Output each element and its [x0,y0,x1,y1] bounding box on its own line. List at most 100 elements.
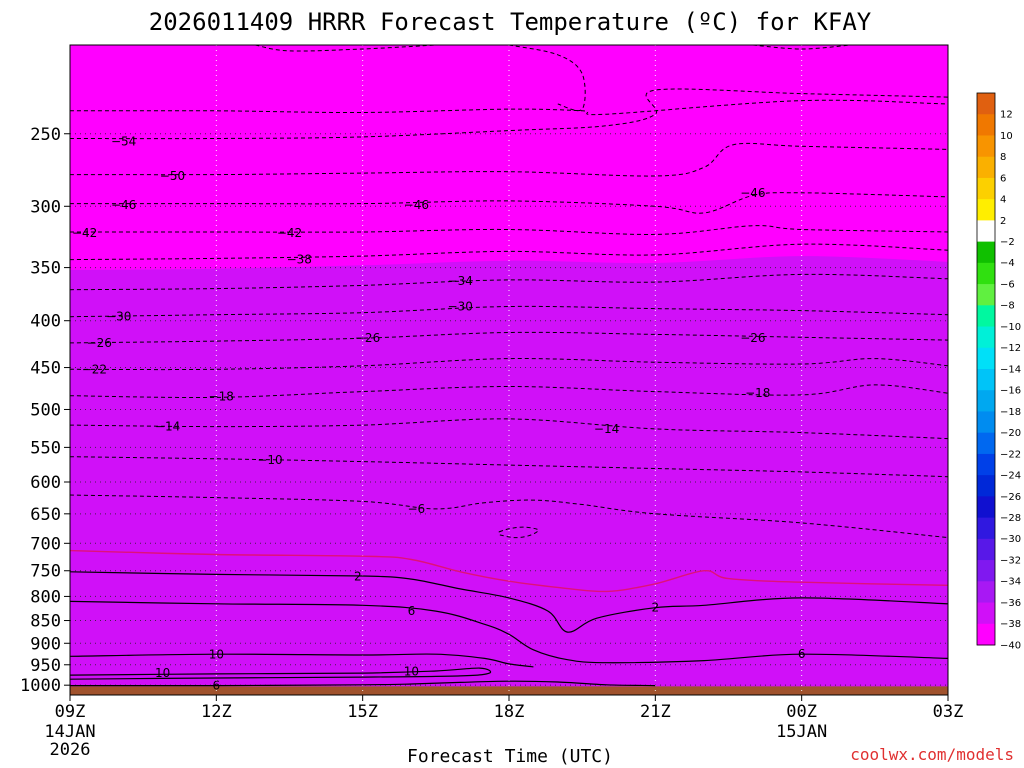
colorbar-label: −40 [1000,640,1021,651]
contour-label: −30 [106,310,131,324]
x-axis-label: Forecast Time (UTC) [407,746,613,767]
y-tick-label: 1000 [20,676,61,696]
contour-label: −50 [160,169,185,183]
colorbar-cell [977,602,995,625]
colorbar-cell [977,305,995,328]
contour-solid [70,600,948,664]
x-tick-label: 21Z [640,702,671,722]
contour-label: −46 [111,198,136,212]
y-tick-label: 650 [30,505,61,525]
contour-dashed [70,99,948,116]
x-tick-label: 03Z [933,702,964,722]
y-tick-label: 850 [30,612,61,632]
colorbar-cell [977,156,995,179]
colorbar-label: −10 [1000,322,1021,333]
colorbar-cell [977,114,995,136]
contour-label: 6 [213,679,221,693]
contour-label: 2 [354,570,362,584]
plot-area: −54 −50 −46 −46 −46 −42 −42 −38 −34 −30 −30 −26 −26 −… [70,45,948,695]
x-tick-label: 18Z [494,702,525,722]
contour-label: −42 [72,226,97,240]
y-tick-label: 300 [30,197,61,217]
colorbar-frame [976,92,996,646]
y-tick-label: 450 [30,359,61,379]
contour-label: −6 [407,502,425,516]
contour-dashed [70,331,948,344]
colorbar-label: −26 [1000,492,1021,503]
contour-label: −42 [277,226,302,240]
colorbar-cell [977,432,995,455]
temperature-band [70,256,948,695]
colorbar-label: 10 [1000,131,1013,142]
contour-dashed [70,142,948,177]
y-tick-label: 900 [30,634,61,654]
colorbar-cell [977,347,995,370]
y-tick-label: 500 [30,400,61,420]
contour-label: −22 [82,362,107,376]
contour-freezing [70,549,948,593]
contour-dashed [70,358,948,371]
contour-label: −14 [155,420,180,434]
colorbar-label: 12 [1000,110,1013,121]
y-tick-label: 400 [30,312,61,332]
colorbar-cell [977,496,995,519]
contour-label: −26 [355,331,380,345]
colorbar-cell [977,581,995,604]
contour-solid [70,571,948,633]
colorbar: 12 10 8 6 4 2 −2 −4 −6 −8 −10 −12 −14 −16 −18 −20 −22 −24… [976,92,1021,651]
colorbar-label: −28 [1000,513,1021,524]
x-tick-sublabel: 15JAN [776,722,827,742]
colorbar-cell [977,177,995,200]
contour-label: −38 [287,253,312,267]
colorbar-label: −18 [1000,407,1021,418]
contour-dashed [70,225,948,235]
colorbar-cell [977,560,995,582]
contour-label: 6 [798,647,806,661]
colorbar-cell [977,199,995,221]
colorbar-label: −4 [1000,258,1015,269]
colorbar-label: −2 [1000,237,1015,248]
contour-label: 10 [209,648,224,662]
contour-label: −30 [448,300,473,314]
colorbar-label: 6 [1000,173,1006,184]
colorbar-label: −20 [1000,428,1021,439]
contour-dashed [508,45,586,112]
contour-dashed [70,384,948,399]
colorbar-label: −32 [1000,555,1021,566]
contour-closed [498,526,539,539]
colorbar-cell [977,390,995,412]
contour-label: −26 [740,331,765,345]
colorbar-label: −16 [1000,386,1021,397]
colorbar-label: 2 [1000,216,1006,227]
x-tick-sublabel: 2026 [50,740,91,760]
x-tick-label: 00Z [786,702,817,722]
contour-dashed [752,45,851,50]
colorbar-cell [977,517,995,540]
colorbar-label: −8 [1000,301,1015,312]
contour-dashed [70,192,948,214]
y-tick-label: 600 [30,473,61,493]
x-tick-label: 12Z [201,702,232,722]
x-tick-label: 09Z [55,702,86,722]
colorbar-label: −30 [1000,534,1021,545]
contour-label: −46 [740,186,765,200]
colorbar-cell [977,93,995,115]
contour-label: 2 [652,601,660,615]
y-tick-label: 700 [30,534,61,554]
colorbar-label: −24 [1000,471,1021,482]
contour-label: −26 [87,336,112,350]
colorbar-cell [977,369,995,391]
colorbar-label: −6 [1000,279,1015,290]
contour-dashed [70,305,948,318]
contour-label: 10 [155,666,170,680]
x-tick-label: 15Z [347,702,378,722]
colorbar-cell [977,326,995,349]
y-tick-label: 250 [30,125,61,145]
colorbar-label: −36 [1000,598,1021,609]
colorbar-cell [977,135,995,158]
colorbar-cell [977,623,995,646]
contour-dashed [70,88,948,140]
